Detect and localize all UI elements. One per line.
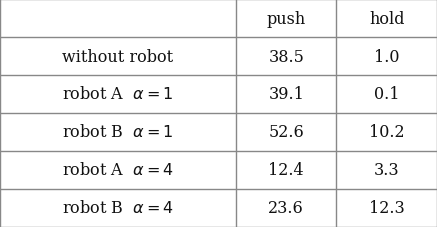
Text: robot A  $\alpha = 4$: robot A $\alpha = 4$ [62, 162, 174, 179]
Text: robot A  $\alpha = 1$: robot A $\alpha = 1$ [62, 86, 173, 103]
Text: 23.6: 23.6 [268, 200, 304, 217]
Text: 0.1: 0.1 [374, 86, 399, 103]
Text: 1.0: 1.0 [374, 48, 399, 65]
Text: 39.1: 39.1 [268, 86, 304, 103]
Text: robot B  $\alpha = 1$: robot B $\alpha = 1$ [62, 124, 174, 141]
Text: 12.3: 12.3 [369, 200, 405, 217]
Text: 38.5: 38.5 [268, 48, 304, 65]
Text: hold: hold [369, 10, 405, 27]
Text: without robot: without robot [62, 48, 173, 65]
Text: 12.4: 12.4 [268, 162, 304, 179]
Text: 52.6: 52.6 [268, 124, 304, 141]
Text: push: push [267, 10, 306, 27]
Text: 10.2: 10.2 [369, 124, 405, 141]
Text: 3.3: 3.3 [374, 162, 399, 179]
Text: robot B  $\alpha = 4$: robot B $\alpha = 4$ [62, 200, 174, 217]
